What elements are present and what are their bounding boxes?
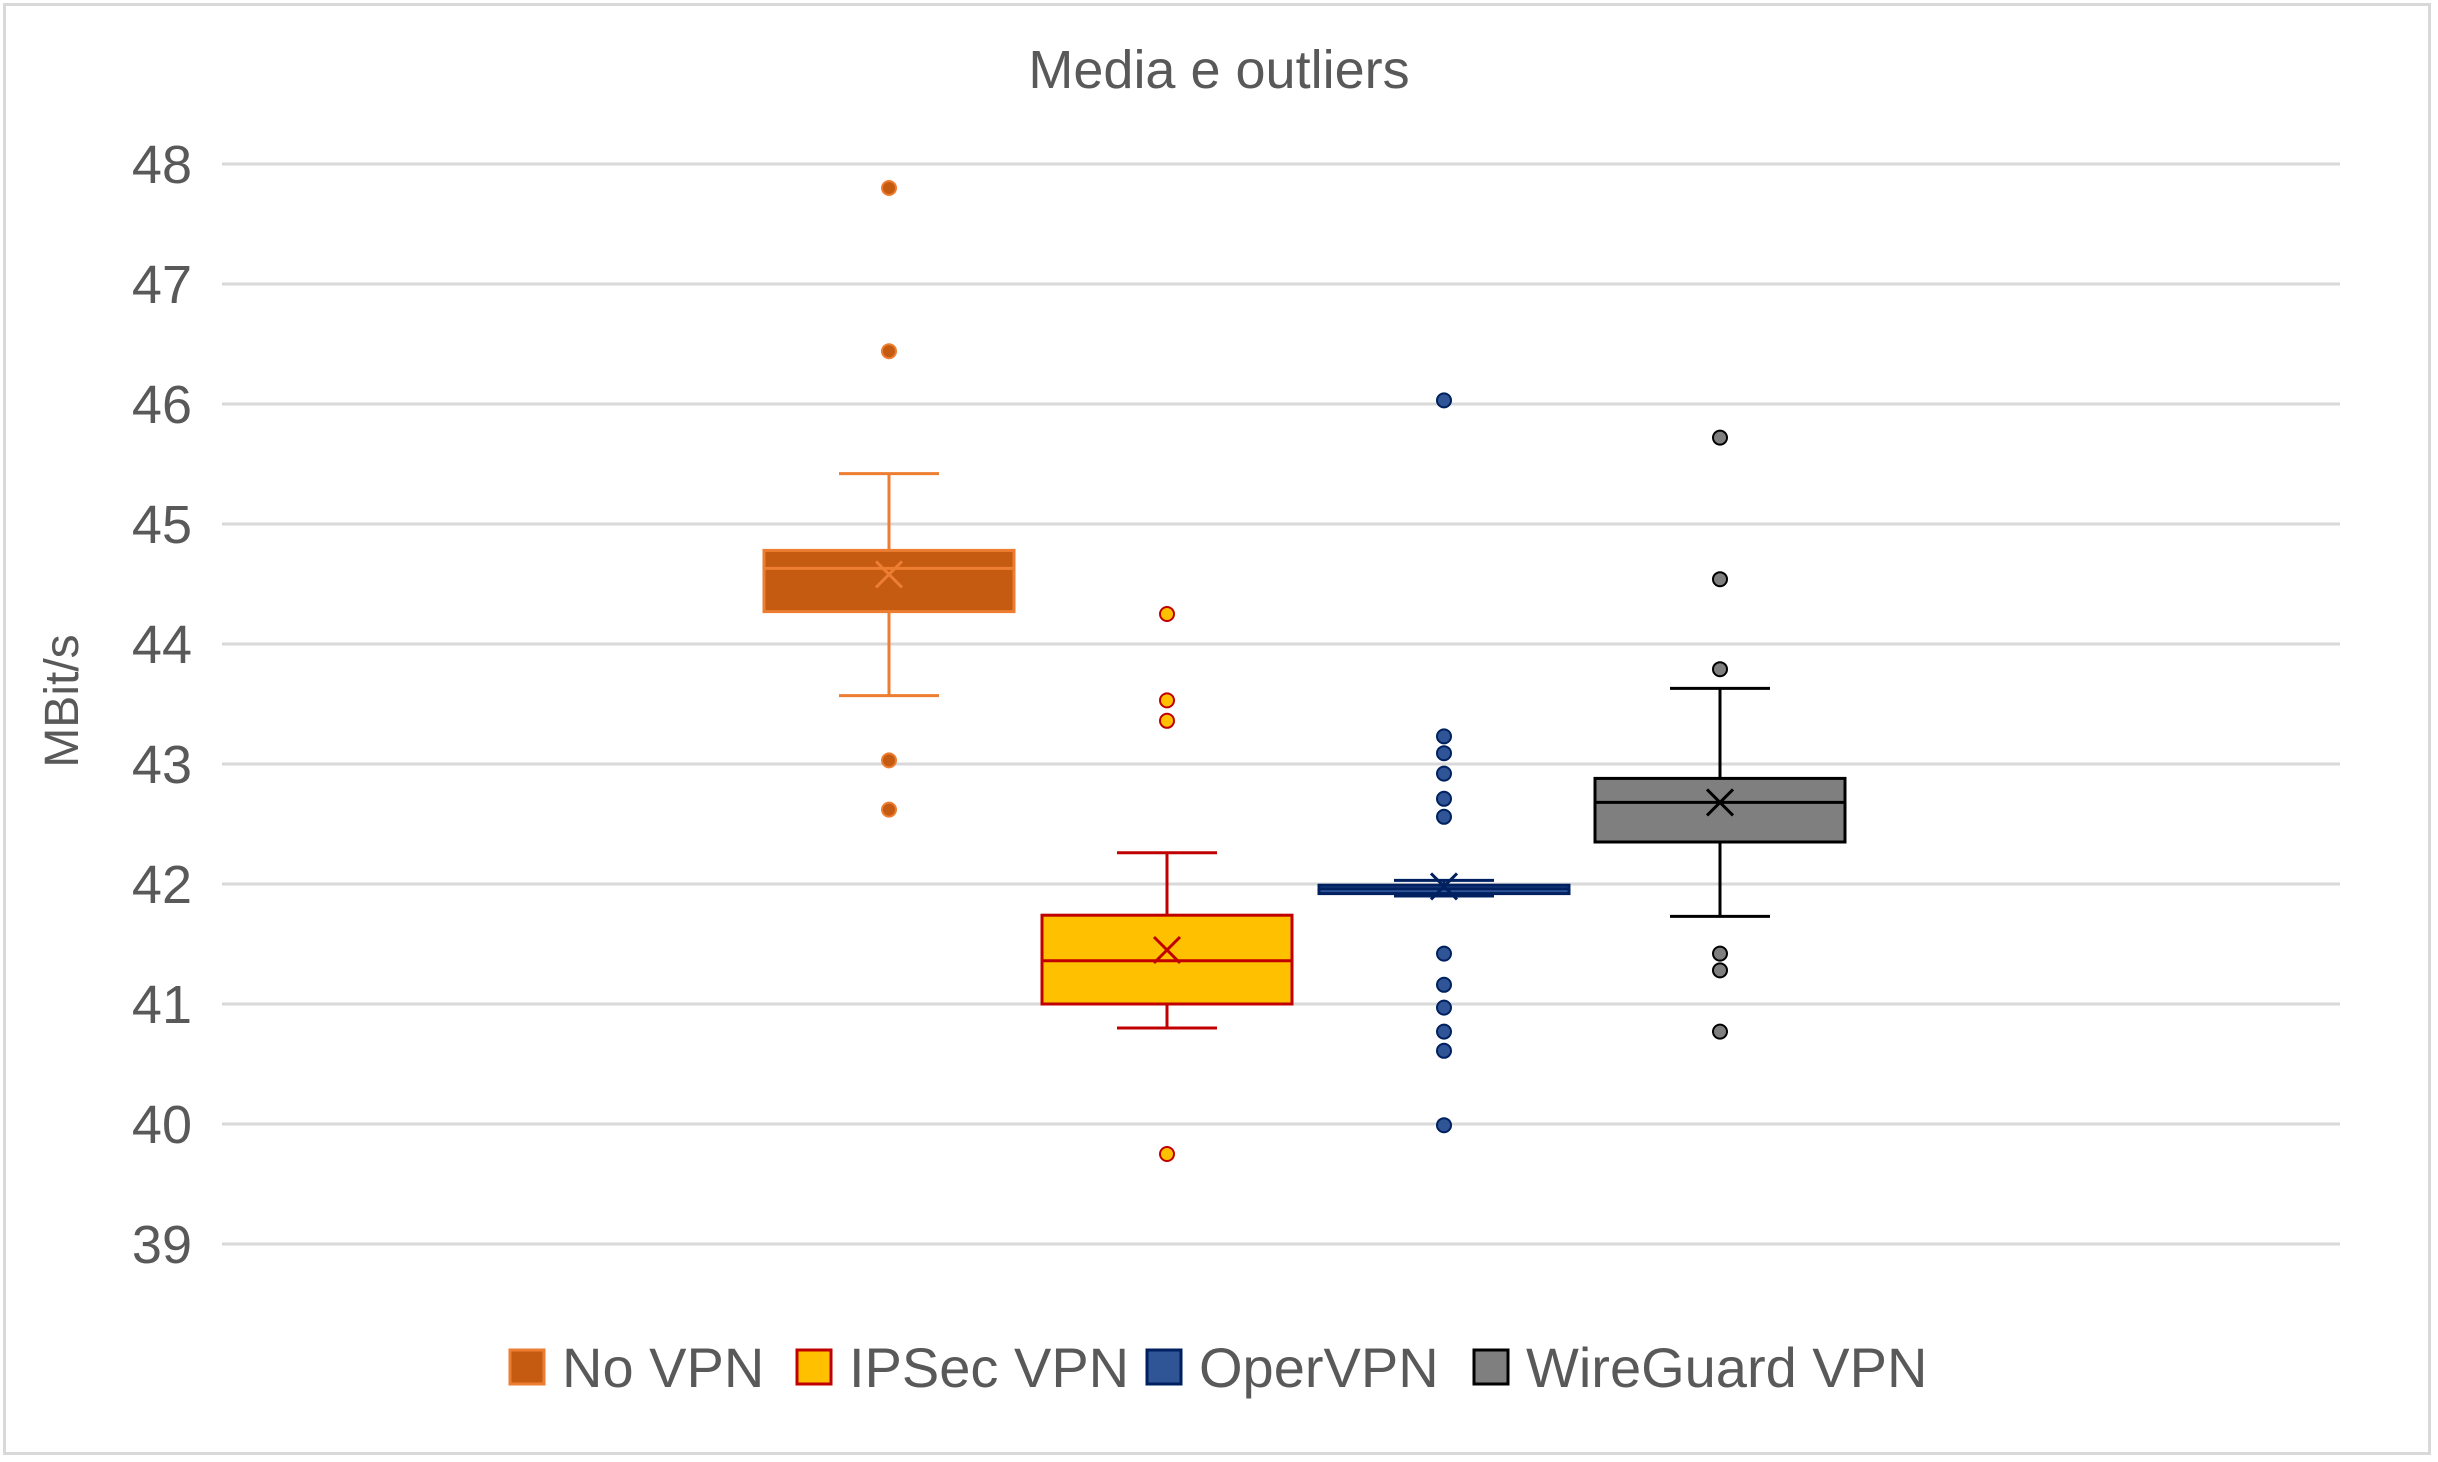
box-plot-no-vpn <box>762 180 1016 818</box>
legend-item: WireGuard VPN <box>1472 1336 1927 1399</box>
outlier-point <box>1712 962 1728 979</box>
outlier-point <box>1159 692 1175 709</box>
outlier-point <box>1159 712 1175 729</box>
outlier-point <box>1159 606 1175 622</box>
outlier-point <box>1436 976 1452 993</box>
outlier-point <box>1436 945 1452 962</box>
y-tick-label: 48 <box>132 135 192 195</box>
box-plot-wireguard-vpn <box>1593 429 1847 1040</box>
y-tick-label: 43 <box>132 735 192 795</box>
outlier-point <box>1436 790 1452 807</box>
box-plots <box>762 180 1847 1162</box>
outlier-point <box>1436 1117 1452 1134</box>
legend-label: WireGuard VPN <box>1526 1336 1927 1399</box>
outlier-point <box>881 180 897 196</box>
outlier-point <box>1436 728 1452 745</box>
mean-marker <box>1152 935 1182 965</box>
y-tick-label: 44 <box>132 615 192 675</box>
y-tick-label: 47 <box>132 255 192 315</box>
legend-label: OperVPN <box>1199 1336 1439 1399</box>
outlier-point <box>1712 571 1728 588</box>
y-tick-label: 40 <box>132 1095 192 1155</box>
outlier-point <box>1436 1042 1452 1059</box>
y-tick-label: 46 <box>132 375 192 435</box>
legend-item: OperVPN <box>1145 1336 1439 1399</box>
legend-item: No VPN <box>508 1336 764 1399</box>
legend-swatch <box>1145 1348 1183 1386</box>
outlier-point <box>1436 765 1452 782</box>
legend-item: IPSec VPN <box>795 1336 1129 1399</box>
outlier-point <box>1436 999 1452 1016</box>
y-tick-label: 39 <box>132 1215 192 1275</box>
outlier-point <box>1712 945 1728 962</box>
legend-swatch <box>508 1348 546 1386</box>
box <box>1593 776 1847 844</box>
mean-marker <box>874 560 904 589</box>
y-tick-label: 45 <box>132 495 192 555</box>
outlier-point <box>881 343 897 360</box>
chart-title: Media e outliers <box>1028 40 1409 100</box>
mean-marker <box>1429 872 1459 901</box>
outlier-point <box>1436 392 1452 409</box>
outlier-point <box>1159 1146 1175 1162</box>
outlier-point <box>1436 808 1452 825</box>
outlier-point <box>881 801 897 818</box>
outlier-point <box>1436 745 1452 762</box>
box-plot-opervpn <box>1317 392 1571 1134</box>
box <box>762 548 1016 614</box>
legend-swatch <box>1472 1348 1510 1386</box>
mean-marker <box>1705 788 1735 817</box>
y-tick-label: 42 <box>132 855 192 915</box>
legend: No VPN IPSec VPN OperVPN WireGuard VPN <box>508 1336 1927 1399</box>
chart-frame <box>3 3 2431 1455</box>
outlier-point <box>1712 1023 1728 1040</box>
legend-label: No VPN <box>562 1336 764 1399</box>
y-tick-label: 41 <box>132 975 192 1035</box>
box-plot-ipsec-vpn <box>1040 606 1294 1162</box>
outlier-point <box>881 752 897 769</box>
outlier-point <box>1712 661 1728 678</box>
outlier-point <box>1712 429 1728 446</box>
legend-label: IPSec VPN <box>849 1336 1129 1399</box>
legend-swatch <box>795 1348 833 1386</box>
gridlines <box>222 162 2340 1246</box>
y-axis-label: MBit/s <box>36 634 89 767</box>
outlier-point <box>1436 1023 1452 1040</box>
y-axis-ticks: 39 40 41 42 43 44 45 46 47 48 <box>132 135 192 1275</box>
